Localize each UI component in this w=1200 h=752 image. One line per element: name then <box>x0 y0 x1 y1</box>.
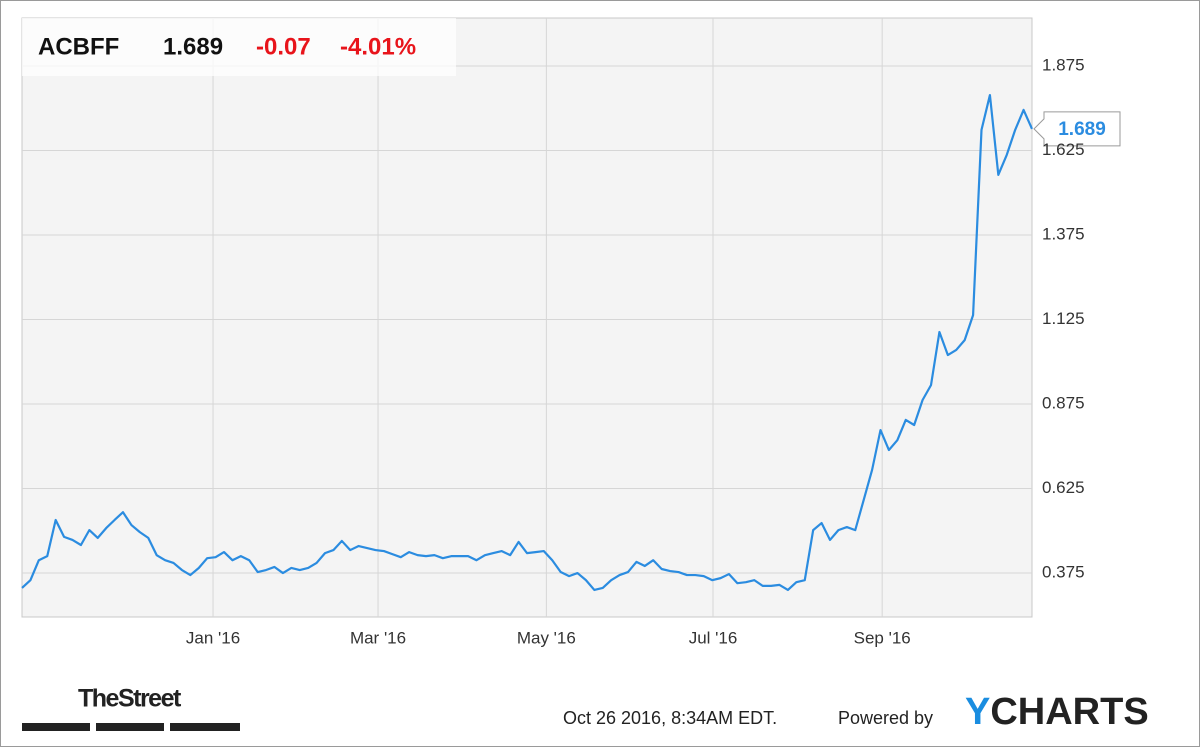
plot-area <box>21 17 1033 618</box>
y-tick-label: 0.375 <box>1042 563 1085 582</box>
x-tick-label: Sep '16 <box>854 628 911 647</box>
y-tick-label: 0.875 <box>1042 394 1085 413</box>
change-percent: -4.01% <box>340 33 416 60</box>
y-tick-label: 1.875 <box>1042 55 1085 74</box>
grid <box>22 18 1032 617</box>
brand-bar <box>170 723 240 731</box>
brand: TheStreet <box>78 685 182 713</box>
price: 1.689 <box>163 33 223 60</box>
header-box <box>22 18 456 76</box>
last-value-callout: 1.689 <box>1033 111 1121 147</box>
x-tick-label: Jan '16 <box>186 628 240 647</box>
series <box>21 93 1034 592</box>
last-value-label: 1.689 <box>1058 119 1106 140</box>
brand-bar <box>22 723 90 731</box>
y-tick-label: 1.375 <box>1042 225 1085 244</box>
callout-box <box>1033 111 1121 147</box>
powered-by: Powered by <box>838 708 933 728</box>
timestamp: Oct 26 2016, 8:34AM EDT. <box>563 708 777 728</box>
x-tick-label: May '16 <box>517 628 576 647</box>
price-line <box>21 93 1034 592</box>
y-tick-label: 1.125 <box>1042 309 1085 328</box>
x-tick-label: Mar '16 <box>350 628 406 647</box>
x-tick-label: Jul '16 <box>689 628 738 647</box>
y-tick-label: 0.625 <box>1042 478 1085 497</box>
y-tick-label: 1.625 <box>1042 140 1085 159</box>
brand-bar <box>96 723 164 731</box>
ycharts-logo: YCHARTS <box>965 691 1149 733</box>
ticker: ACBFF <box>38 33 119 60</box>
change: -0.07 <box>256 33 311 60</box>
